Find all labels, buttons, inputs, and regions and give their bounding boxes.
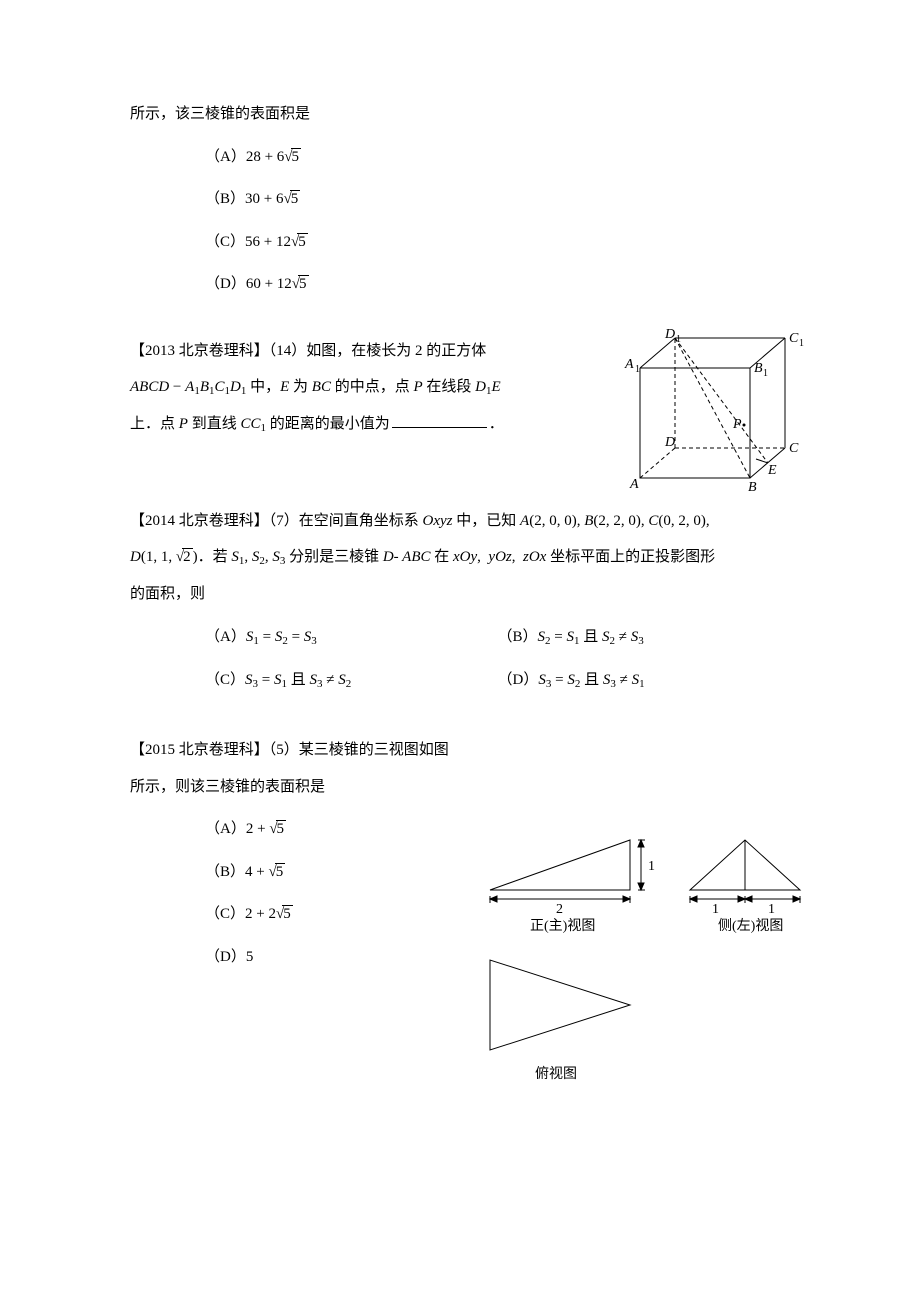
svg-text:B: B: [748, 480, 757, 495]
front-label: 正(主)视图: [530, 918, 595, 934]
cube-figure: A B C D A1 B1 C1 D1 E P: [610, 328, 805, 514]
svg-text:1: 1: [676, 334, 681, 345]
q3-opt-d: （D）S3 = S2 且 S3 ≠ S1: [498, 666, 791, 695]
q3-opt-b: （B）S2 = S1 且 S2 ≠ S3: [498, 623, 791, 652]
q2-blank: [392, 412, 487, 428]
svg-text:1: 1: [763, 368, 768, 379]
q4-opt-a: （A）2 + 5: [205, 815, 490, 844]
q3-line3: 的面积，则: [130, 580, 790, 609]
top-label: 俯视图: [535, 1066, 577, 1080]
svg-text:1: 1: [799, 338, 804, 349]
q3-row2: （C）S3 = S1 且 S3 ≠ S2 （D）S3 = S2 且 S3 ≠ S…: [130, 666, 790, 695]
q3-row1: （A）S1 = S2 = S3 （B）S2 = S1 且 S2 ≠ S3: [130, 623, 790, 652]
q1-lead: 所示，该三棱锥的表面积是: [130, 100, 790, 129]
side-label: 侧(左)视图: [718, 918, 783, 934]
svg-text:P: P: [732, 417, 742, 432]
q3-opt-c: （C）S3 = S1 且 S3 ≠ S2: [205, 666, 498, 695]
side-w2: 1: [768, 902, 775, 917]
side-w1: 1: [712, 902, 719, 917]
q2-body2: ABCD − A1B1C1D1 中，E 为 BC 的中点，点 P 在线段 D1E: [130, 373, 510, 402]
q1-opt-b: （B）30 + 65: [205, 185, 790, 214]
svg-text:B: B: [754, 361, 763, 376]
q1-opt-a: （A）28 + 65: [205, 143, 790, 172]
q1-opt-d: （D）60 + 125: [205, 270, 790, 299]
three-views-figure: 1 2 正(主)视图 1 1 侧(左)视图: [480, 830, 820, 1091]
front-h: 1: [648, 859, 655, 874]
svg-text:C: C: [789, 441, 799, 456]
svg-text:C: C: [789, 331, 799, 346]
q4-opt-c: （C）2 + 25: [205, 900, 490, 929]
front-w: 2: [556, 902, 563, 917]
q4-line2: 所示，则该三棱锥的表面积是: [130, 773, 490, 802]
q4-opt-d: （D）5: [205, 943, 490, 972]
svg-text:D: D: [664, 328, 675, 342]
q4-opt-b: （B）4 + 5: [205, 858, 490, 887]
svg-text:E: E: [767, 463, 777, 478]
svg-text:A: A: [624, 357, 634, 372]
q1-opt-c: （C）56 + 125: [205, 228, 790, 257]
svg-text:D: D: [664, 435, 675, 450]
q2-body3: 上．点 P 到直线 CC1 的距离的最小值为．: [130, 410, 510, 439]
q3-line2: D(1, 1, 2)．若 S1, S2, S3 分别是三棱锥 D- ABC 在 …: [130, 543, 790, 572]
q2-tag: 【2013 北京卷理科】（14）如图，在棱长为 2 的正方体: [130, 337, 510, 366]
q3-opt-a: （A）S1 = S2 = S3: [205, 623, 498, 652]
q1-options: （A）28 + 65 （B）30 + 65 （C）56 + 125 （D）60 …: [130, 143, 790, 299]
svg-text:A: A: [629, 477, 639, 492]
svg-text:1: 1: [635, 364, 640, 375]
q4-line1: 【2015 北京卷理科】（5）某三棱锥的三视图如图: [130, 736, 490, 765]
